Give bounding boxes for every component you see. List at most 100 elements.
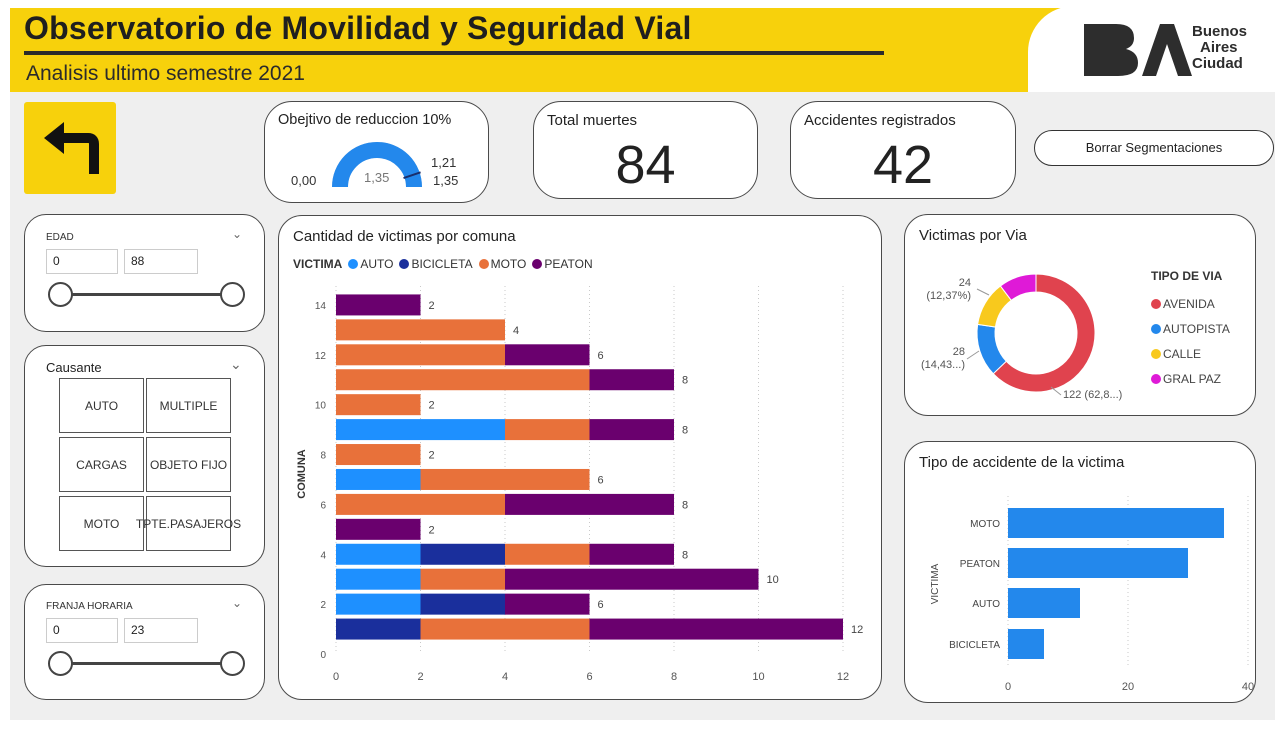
slicer-franja-label: FRANJA HORARIA bbox=[46, 601, 133, 612]
bar-segment-comuna-2-peaton bbox=[505, 593, 590, 615]
legend-item-bicicleta[interactable]: BICICLETA bbox=[399, 257, 473, 271]
causante-option-tpte-pasajeros[interactable]: TPTE. PASAJEROS bbox=[136, 496, 241, 551]
bar-segment-comuna-5-peaton bbox=[336, 518, 421, 540]
bar-total-label: 8 bbox=[682, 549, 688, 561]
y-tick-label: 10 bbox=[315, 401, 327, 412]
donut-slice-avenida bbox=[992, 273, 1096, 393]
kpi-deaths-title: Total muertes bbox=[547, 112, 638, 129]
bar-segment-comuna-2-auto bbox=[336, 593, 421, 615]
bar-segment-comuna-9-auto bbox=[336, 419, 505, 441]
y-tick-label: 4 bbox=[320, 550, 326, 561]
legend-dot bbox=[532, 259, 543, 269]
bar-total-label: 8 bbox=[682, 375, 688, 387]
franja-min-input[interactable]: 0 bbox=[46, 618, 118, 643]
bar-segment-comuna-9-moto bbox=[505, 419, 590, 441]
comuna-legend: VICTIMA AUTO BICICLETA MOTO PEATON bbox=[293, 257, 599, 271]
edad-slider-track[interactable] bbox=[61, 293, 235, 296]
legend-dot bbox=[1151, 323, 1161, 334]
franja-min-handle[interactable] bbox=[48, 651, 73, 676]
bar-total-label: 2 bbox=[429, 524, 435, 536]
bar-total-label: 2 bbox=[429, 450, 435, 462]
x-tick-label: 12 bbox=[837, 671, 849, 683]
x-tick-label: 0 bbox=[333, 671, 339, 683]
bar-segment-comuna-14-peaton bbox=[336, 294, 421, 316]
back-button[interactable] bbox=[24, 102, 116, 194]
road-legend: AVENIDA AUTOPISTA CALLE GRAL PAZ bbox=[1151, 291, 1230, 391]
accident-type-title: Tipo de accidente de la victima bbox=[919, 454, 1125, 471]
bar-segment-comuna-3-auto bbox=[336, 568, 421, 590]
bar-total-label: 8 bbox=[682, 499, 688, 511]
legend-label: MOTO bbox=[490, 257, 527, 271]
slicer-edad: EDAD ⌄ 0 88 bbox=[24, 214, 265, 332]
page-title: Observatorio de Movilidad y Seguridad Vi… bbox=[24, 10, 692, 46]
slicer-edad-label: EDAD bbox=[46, 232, 74, 243]
chevron-down-icon[interactable]: ⌄ bbox=[232, 596, 243, 610]
dashboard-canvas: Observatorio de Movilidad y Seguridad Vi… bbox=[10, 8, 1275, 720]
bar-segment-comuna-1-bicicleta bbox=[336, 618, 421, 640]
gauge-value-label: 1,35 bbox=[364, 170, 390, 185]
y-axis-title: COMUNA bbox=[296, 449, 308, 499]
bar-segment-comuna-12-moto bbox=[336, 344, 505, 366]
clear-filters-button[interactable]: Borrar Segmentaciones bbox=[1034, 130, 1274, 166]
x-tick-label: 20 bbox=[1122, 681, 1134, 693]
causante-option-multiple[interactable]: MULTIPLE bbox=[146, 378, 231, 433]
legend-label: AUTOPISTA bbox=[1163, 321, 1230, 336]
edad-min-handle[interactable] bbox=[48, 282, 73, 307]
legend-item-moto[interactable]: MOTO bbox=[478, 257, 527, 271]
bar-segment-comuna-6-peaton bbox=[505, 493, 674, 515]
legend-title: VICTIMA bbox=[293, 257, 343, 271]
bar-segment-comuna-6-moto bbox=[336, 493, 505, 515]
causante-option-cargas[interactable]: CARGAS bbox=[59, 437, 144, 492]
edad-max-handle[interactable] bbox=[220, 282, 245, 307]
legend-dot bbox=[399, 259, 410, 269]
slicer-franja-horaria: FRANJA HORARIA ⌄ 0 23 bbox=[24, 584, 265, 700]
y-tick-label: 12 bbox=[315, 351, 327, 362]
legend-label: AUTO bbox=[360, 257, 394, 271]
accident-type-card: Tipo de accidente de la victima 0 20 40 VIC… bbox=[904, 441, 1256, 703]
legend-item-gral-paz[interactable]: GRAL PAZ bbox=[1151, 366, 1230, 391]
chevron-down-icon[interactable]: ⌄ bbox=[230, 356, 242, 372]
bar-segment-comuna-12-peaton bbox=[505, 344, 590, 366]
causante-option-objeto-fijo[interactable]: OBJETO FIJO bbox=[146, 437, 231, 492]
kpi-accidents-card: Accidentes registrados 42 bbox=[790, 101, 1016, 199]
x-tick-label: 4 bbox=[502, 671, 508, 683]
y-tick-label: 6 bbox=[320, 500, 326, 511]
edad-max-input[interactable]: 88 bbox=[124, 249, 198, 274]
legend-item-autopista[interactable]: AUTOPISTA bbox=[1151, 316, 1230, 341]
bar-total-label: 8 bbox=[682, 425, 688, 437]
legend-item-calle[interactable]: CALLE bbox=[1151, 341, 1230, 366]
causante-option-moto[interactable]: MOTO bbox=[59, 496, 144, 551]
franja-max-handle[interactable] bbox=[220, 651, 245, 676]
y-tick-label: 0 bbox=[320, 650, 326, 661]
bar-total-label: 6 bbox=[598, 474, 604, 486]
bar-total-label: 6 bbox=[598, 350, 604, 362]
legend-label: CALLE bbox=[1163, 346, 1202, 361]
franja-slider-track[interactable] bbox=[61, 662, 235, 665]
page-subtitle: Analisis ultimo semestre 2021 bbox=[26, 62, 305, 85]
legend-item-peaton[interactable]: PEATON bbox=[532, 257, 593, 271]
legend-item-auto[interactable]: AUTO bbox=[348, 257, 393, 271]
bar-moto bbox=[1008, 508, 1224, 538]
legend-items: AUTO BICICLETA MOTO PEATON bbox=[348, 257, 598, 271]
edad-min-input[interactable]: 0 bbox=[46, 249, 118, 274]
donut-data-label-value-autopista: 28 bbox=[953, 346, 965, 358]
bar-segment-comuna-11-peaton bbox=[589, 369, 674, 391]
kpi-accidents-value: 42 bbox=[872, 135, 934, 195]
legend-label: PEATON bbox=[544, 257, 593, 271]
road-chart-title: Victimas por Via bbox=[919, 227, 1027, 244]
donut-data-label-avenida: 122 (62,8...) bbox=[1063, 389, 1122, 401]
causante-option-auto[interactable]: AUTO bbox=[59, 378, 144, 433]
kpi-deaths-value: 84 bbox=[615, 135, 676, 195]
x-tick-label: 0 bbox=[1005, 681, 1011, 693]
chevron-down-icon[interactable]: ⌄ bbox=[232, 227, 243, 241]
category-label-bicicleta: BICICLETA bbox=[949, 640, 1000, 651]
category-label-moto: MOTO bbox=[970, 519, 1000, 530]
franja-max-input[interactable]: 23 bbox=[124, 618, 198, 643]
gauge-value-arc bbox=[332, 142, 422, 188]
legend-item-avenida[interactable]: AVENIDA bbox=[1151, 291, 1230, 316]
slicer-causante-label: Causante bbox=[46, 360, 102, 375]
y-tick-label: 14 bbox=[315, 301, 327, 312]
category-label-peaton: PEATON bbox=[960, 559, 1000, 570]
legend-label: GRAL PAZ bbox=[1163, 371, 1222, 386]
slicer-causante: Causante ⌄ AUTO MULTIPLE CARGAS OBJETO FIJO… bbox=[24, 345, 265, 567]
